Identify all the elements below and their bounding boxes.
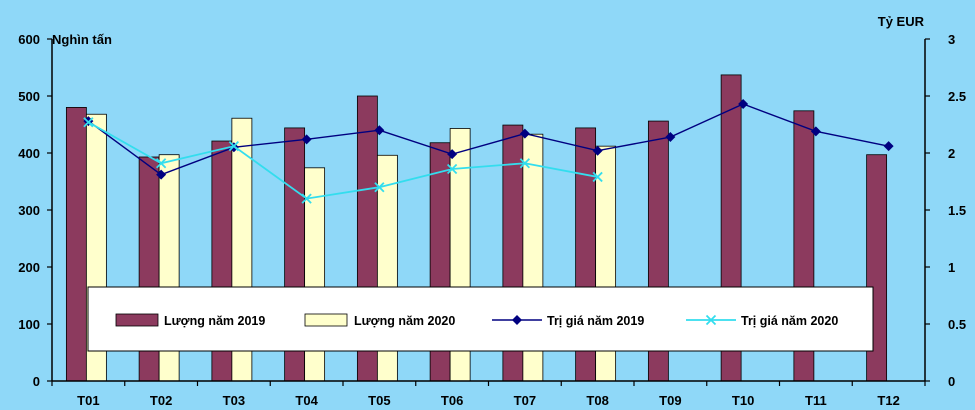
legend-swatch [115, 313, 159, 327]
x-tick-label: T04 [295, 393, 318, 408]
marker-2020-point [155, 158, 167, 169]
marker-2020-point [228, 141, 240, 152]
y-left-tick-label: 500 [18, 89, 40, 104]
line-tri-gia-2019 [87, 103, 889, 176]
y-left-tick-label: 300 [18, 203, 40, 218]
x-tick-label: T12 [877, 393, 899, 408]
y-right-tick-label: 2 [948, 146, 955, 161]
marker-2019-point [665, 132, 676, 143]
x-tick-label: T03 [223, 393, 245, 408]
y-left-tick-label: 600 [18, 32, 40, 47]
legend-label: Lượng năm 2020 [354, 314, 455, 328]
x-tick-label: T01 [77, 393, 99, 408]
y-right-tick-label: 0 [948, 374, 955, 389]
y-right-tick-label: 1 [948, 260, 955, 275]
marker-2019-point [810, 126, 821, 137]
y-right-tick-label: 0.5 [948, 317, 966, 332]
marker-2020-point [446, 163, 458, 175]
legend-label: Trị giá năm 2020 [741, 314, 838, 328]
x-tick-label: T02 [150, 393, 172, 408]
bar-2019-T01 [65, 107, 87, 382]
x-tick-label: T06 [441, 393, 463, 408]
marker-2020-point [374, 182, 385, 193]
marker-2019-point [592, 145, 603, 156]
marker-2019-point [883, 141, 894, 152]
y-right-axis-label: Tỷ EUR [878, 14, 925, 29]
axes-layer: 0 100 200 300 400 500 600 0 0.5 1 1.5 2 2.5 3 T01 T02 T0… [18, 32, 966, 408]
x-tick-label: T10 [732, 393, 754, 408]
x-tick-label: T05 [368, 393, 390, 408]
x-tick-label: T11 [805, 393, 827, 408]
legend-marker [705, 314, 717, 326]
marker-2019-point [447, 149, 458, 160]
legend-label: Trị giá năm 2019 [547, 314, 644, 328]
marker-2020-point [83, 117, 94, 128]
marker-2020-point [592, 171, 603, 183]
legend-marker [512, 315, 522, 325]
y-left-axis-label: Nghìn tấn [52, 32, 112, 47]
y-left-tick-label: 0 [33, 374, 40, 389]
legend-box [87, 286, 874, 352]
marker-2020-point [301, 193, 312, 204]
y-right-tick-label: 2.5 [948, 89, 966, 104]
lines-layer [83, 98, 894, 204]
legend: Lượng năm 2019 Lượng năm 2020 Trị giá năm … [115, 313, 838, 328]
marker-2020-point [519, 158, 531, 169]
marker-2019-point [156, 169, 167, 180]
y-right-tick-label: 3 [948, 32, 955, 47]
x-tick-label: T07 [514, 393, 536, 408]
line-tri-gia-2020 [87, 121, 598, 200]
y-left-tick-label: 400 [18, 146, 40, 161]
y-left-tick-label: 200 [18, 260, 40, 275]
x-tick-label: T08 [586, 393, 608, 408]
marker-2019-point [374, 125, 385, 136]
marker-2019-point [738, 98, 749, 109]
marker-2019-point [301, 134, 312, 145]
x-tick-label: T09 [659, 393, 681, 408]
y-left-tick-label: 100 [18, 317, 40, 332]
y-right-tick-label: 1.5 [948, 203, 966, 218]
legend-swatch [304, 313, 348, 327]
legend-label: Lượng năm 2019 [164, 314, 265, 328]
marker-2019-point [519, 128, 530, 139]
